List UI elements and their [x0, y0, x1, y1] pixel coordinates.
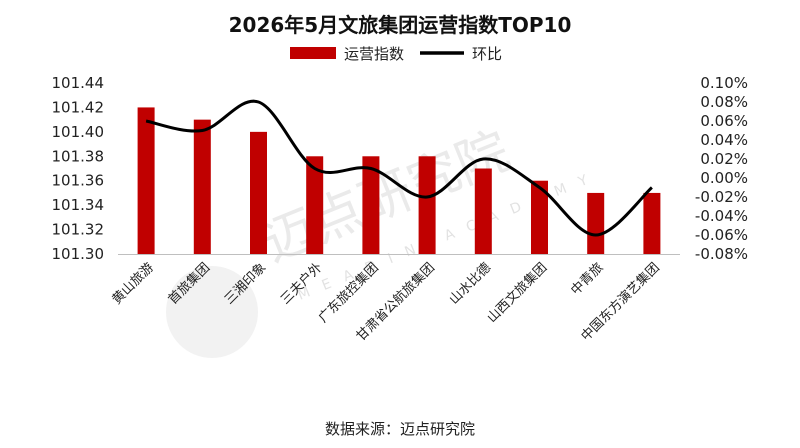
y-right-tick-label: 0.00% — [700, 169, 748, 187]
x-category-label: 山西文旅集团 — [484, 260, 550, 326]
legend-bar-swatch — [290, 47, 336, 59]
y-left-tick-label: 101.38 — [52, 147, 105, 165]
bar-7 — [474, 168, 492, 254]
source-text: 数据来源：迈点研究院 — [325, 420, 475, 438]
y-right-tick-label: 0.04% — [700, 131, 748, 149]
y-right-tick-label: 0.08% — [700, 93, 748, 111]
y-left-tick-label: 101.34 — [52, 196, 105, 214]
y-left-tick-label: 101.44 — [52, 74, 105, 92]
chart-title: 2026年5月文旅集团运营指数TOP10 — [229, 13, 572, 37]
y-right-tick-label: 0.02% — [700, 150, 748, 168]
legend-label-bar: 运营指数 — [344, 45, 404, 63]
bar-3 — [250, 131, 267, 254]
y-left-tick-label: 101.32 — [52, 221, 105, 239]
line-group — [145, 99, 653, 237]
bar-8 — [531, 180, 548, 254]
y-right-tick-label: -0.02% — [695, 188, 748, 206]
right-axis: -0.08%-0.06%-0.04%-0.02%0.00%0.02%0.04%0… — [695, 74, 748, 263]
y-left-tick-label: 101.42 — [52, 98, 105, 116]
y-left-tick-label: 101.36 — [52, 172, 105, 190]
bar-5 — [362, 156, 380, 254]
y-right-tick-label: -0.08% — [695, 245, 748, 263]
x-category-label: 黄山旅游 — [110, 260, 157, 307]
y-left-tick-label: 101.30 — [52, 245, 105, 263]
bar-6 — [418, 156, 436, 254]
y-right-tick-label: -0.06% — [695, 226, 748, 244]
legend: 运营指数 环比 — [290, 45, 502, 63]
bar-4 — [306, 156, 324, 254]
y-left-tick-label: 101.40 — [52, 123, 105, 141]
bar-2 — [193, 119, 211, 255]
y-right-tick-label: 0.10% — [700, 74, 748, 92]
left-axis: 101.30 101.32 101.34 101.36 101.38 101.40 101.… — [52, 74, 105, 263]
bar-9 — [587, 192, 605, 254]
bars-group — [137, 107, 661, 255]
y-right-tick-label: -0.04% — [695, 207, 748, 225]
bar-10 — [643, 192, 661, 254]
watermark-logo-circle — [166, 266, 258, 358]
bar-1 — [137, 107, 155, 254]
mom-line — [145, 99, 653, 237]
x-category-label: 山水比德 — [447, 260, 494, 307]
legend-label-line: 环比 — [472, 45, 502, 63]
y-right-tick-label: 0.06% — [700, 112, 748, 130]
x-category-label: 中青旅 — [568, 260, 606, 298]
